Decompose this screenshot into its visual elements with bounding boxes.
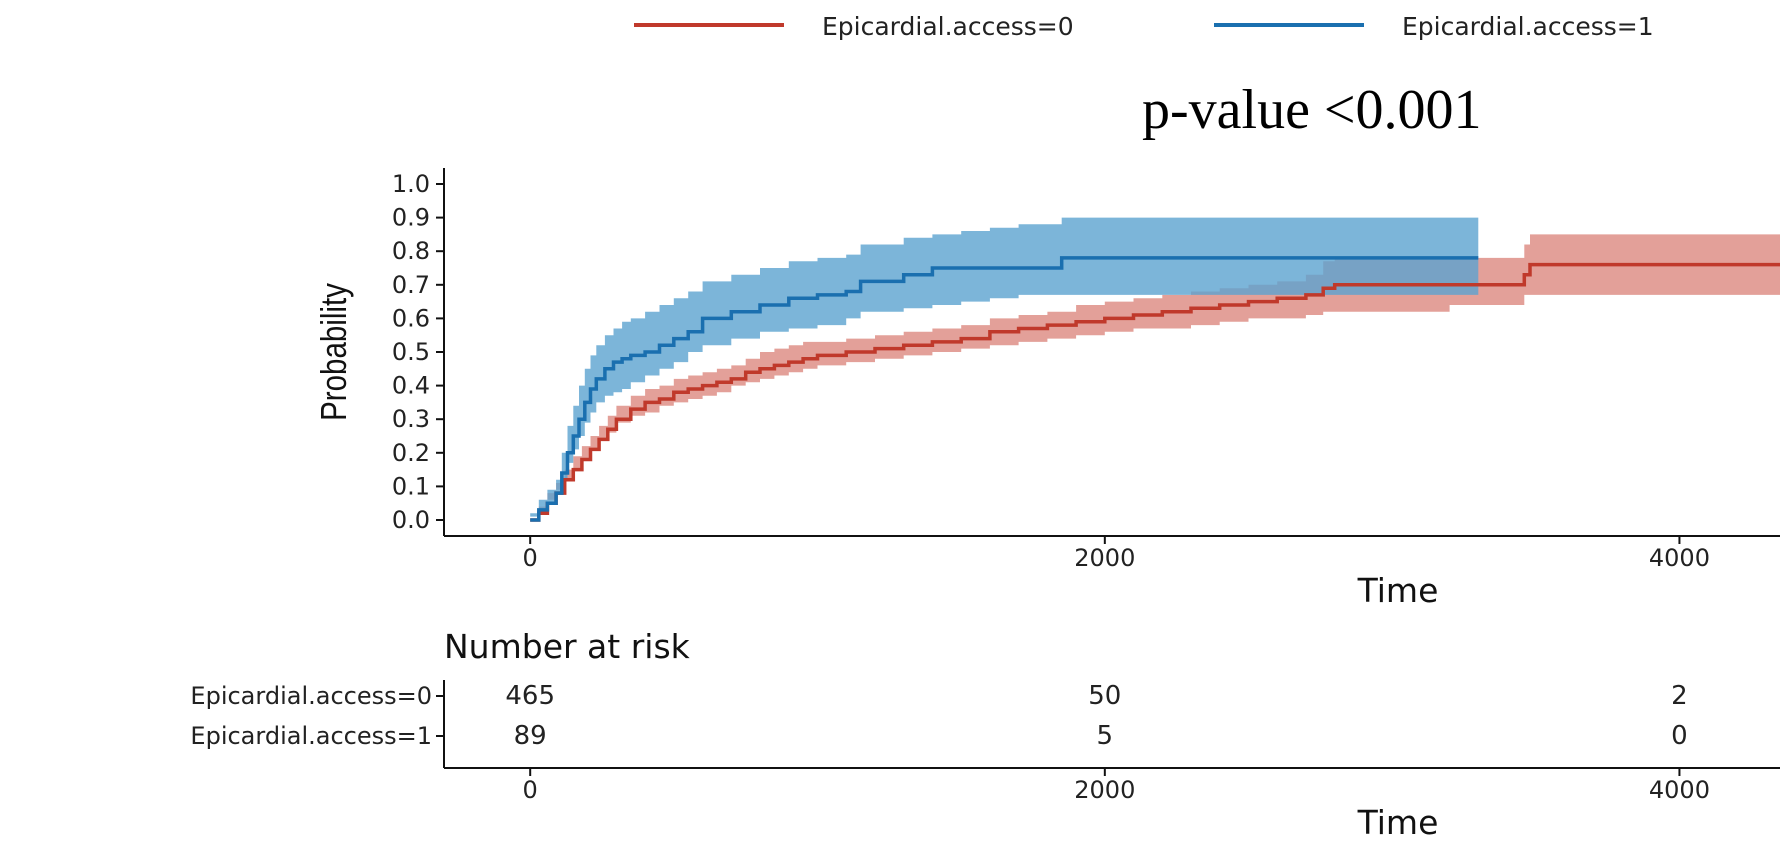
risk-value: 89 <box>514 721 547 751</box>
risk-table-x-axis-title: Time <box>1357 803 1439 842</box>
risk-x-tick-label: 4000 <box>1649 776 1710 804</box>
y-tick-label: 0.3 <box>392 405 430 433</box>
y-tick-label: 0.4 <box>392 372 430 400</box>
risk-table-x-ticks: 0 2000 4000 <box>523 768 1710 804</box>
legend-label-series-1: Epicardial.access=1 <box>1402 12 1654 41</box>
confidence-band-series-1 <box>530 217 1479 520</box>
y-ticks: 0.0 0.1 0.2 0.3 0.4 0.5 0.6 0.7 0.8 0.9 1.0 <box>392 170 444 534</box>
risk-value: 50 <box>1088 681 1121 711</box>
y-tick-label: 0.7 <box>392 271 430 299</box>
y-axis-title: Probability <box>313 283 353 421</box>
risk-table: Number at risk Epicardial.access=0 465 50 2… <box>190 627 1780 842</box>
legend-label-series-0: Epicardial.access=0 <box>822 12 1074 41</box>
x-ticks: 0 2000 4000 <box>523 536 1710 572</box>
risk-value: 2 <box>1671 681 1688 711</box>
curve-series-1 <box>530 256 1479 522</box>
risk-value: 0 <box>1671 721 1688 751</box>
risk-row-label: Epicardial.access=0 <box>190 682 432 710</box>
legend: Epicardial.access=0 Epicardial.access=1 <box>634 12 1654 41</box>
y-tick-label: 0.9 <box>392 204 430 232</box>
plot-area: 0.0 0.1 0.2 0.3 0.4 0.5 0.6 0.7 0.8 0.9 1.0 0 2000 4… <box>313 168 1780 610</box>
x-tick-label: 0 <box>523 544 538 572</box>
curve-series-0 <box>530 262 1780 522</box>
y-tick-label: 0.5 <box>392 338 430 366</box>
p-value-annotation: p-value <0.001 <box>1142 79 1482 141</box>
risk-x-tick-label: 0 <box>523 776 538 804</box>
risk-table-rows: Epicardial.access=0 465 50 2Epicardial.acce… <box>190 681 1687 751</box>
y-tick-label: 1.0 <box>392 170 430 198</box>
y-tick-label: 0.6 <box>392 304 430 332</box>
risk-x-tick-label: 2000 <box>1074 776 1135 804</box>
x-tick-label: 2000 <box>1074 544 1135 572</box>
risk-table-title: Number at risk <box>444 627 691 666</box>
risk-row-label: Epicardial.access=1 <box>190 722 432 750</box>
y-tick-label: 0.2 <box>392 439 430 467</box>
x-tick-label: 4000 <box>1649 544 1710 572</box>
curves <box>530 256 1780 522</box>
risk-value: 465 <box>505 681 555 711</box>
y-tick-label: 0.8 <box>392 237 430 265</box>
y-tick-label: 0.0 <box>392 506 430 534</box>
risk-value: 5 <box>1097 721 1114 751</box>
x-axis-title: Time <box>1357 571 1439 610</box>
y-tick-label: 0.1 <box>392 472 430 500</box>
